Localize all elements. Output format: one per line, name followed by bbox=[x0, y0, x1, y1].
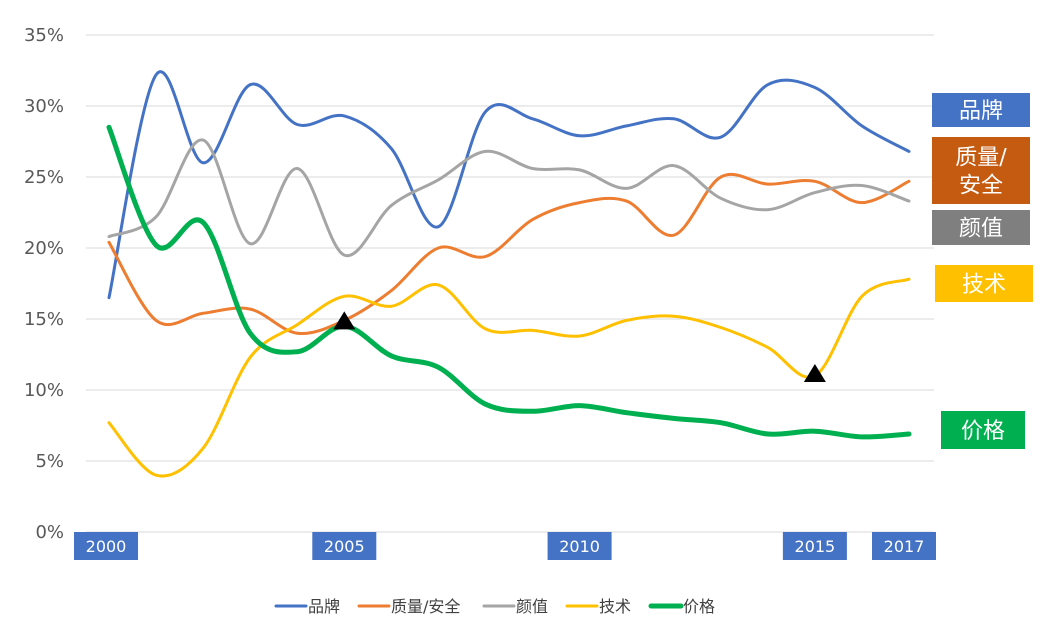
legend-label: 品牌 bbox=[308, 597, 340, 616]
y-tick-label: 5% bbox=[35, 451, 64, 472]
x-tick-label: 2000 bbox=[86, 537, 127, 556]
y-tick-label: 30% bbox=[24, 96, 64, 117]
markers bbox=[333, 311, 826, 382]
callout-label: 价格 bbox=[961, 419, 1005, 444]
series-line-3 bbox=[107, 138, 911, 258]
legend-label: 价格 bbox=[683, 597, 715, 616]
x-tick-label: 2005 bbox=[324, 537, 365, 556]
gridlines bbox=[86, 34, 934, 533]
x-tick-box bbox=[312, 532, 377, 560]
legend-label: 技术 bbox=[599, 597, 631, 616]
y-axis-ticks: 0% 5% 10% 15% 20% 25% 30% 35% bbox=[24, 25, 64, 543]
legend-label: 质量/安全 bbox=[391, 597, 460, 616]
series-line-5 bbox=[106, 124, 912, 440]
callout-label: 颜值 bbox=[959, 217, 1003, 242]
callout-label: 质量/ bbox=[955, 146, 1007, 171]
y-tick-label: 25% bbox=[24, 167, 64, 188]
y-tick-label: 0% bbox=[35, 522, 64, 543]
x-tick-box bbox=[782, 532, 847, 560]
callout-label: 技术 bbox=[962, 273, 1006, 298]
y-tick-label: 10% bbox=[24, 380, 64, 401]
y-tick-label: 35% bbox=[24, 25, 64, 46]
x-tick-box bbox=[74, 532, 138, 560]
x-axis-ticks: 2000 2005 2010 2015 2017 bbox=[74, 532, 936, 560]
callout-box bbox=[941, 411, 1025, 449]
legend-label: 颜值 bbox=[516, 597, 548, 616]
x-tick-box bbox=[872, 532, 936, 560]
x-tick-box bbox=[547, 532, 612, 560]
callout-box bbox=[932, 137, 1030, 204]
y-tick-label: 15% bbox=[24, 309, 64, 330]
callout-label: 安全 bbox=[959, 174, 1003, 199]
callout-label: 品牌 bbox=[959, 99, 1003, 124]
y-tick-label: 20% bbox=[24, 238, 64, 259]
x-tick-label: 2015 bbox=[795, 537, 836, 556]
callout-box bbox=[932, 210, 1030, 245]
series-line-4 bbox=[107, 277, 911, 478]
series-lines bbox=[106, 70, 912, 478]
x-tick-label: 2017 bbox=[884, 537, 925, 556]
callout-box bbox=[935, 265, 1033, 302]
legend: 品牌 质量/安全 颜值 技术 价格 bbox=[274, 597, 715, 616]
triangle-marker bbox=[333, 311, 356, 330]
callout-box bbox=[932, 93, 1030, 127]
x-tick-label: 2010 bbox=[559, 537, 600, 556]
triangle-marker bbox=[803, 363, 826, 382]
